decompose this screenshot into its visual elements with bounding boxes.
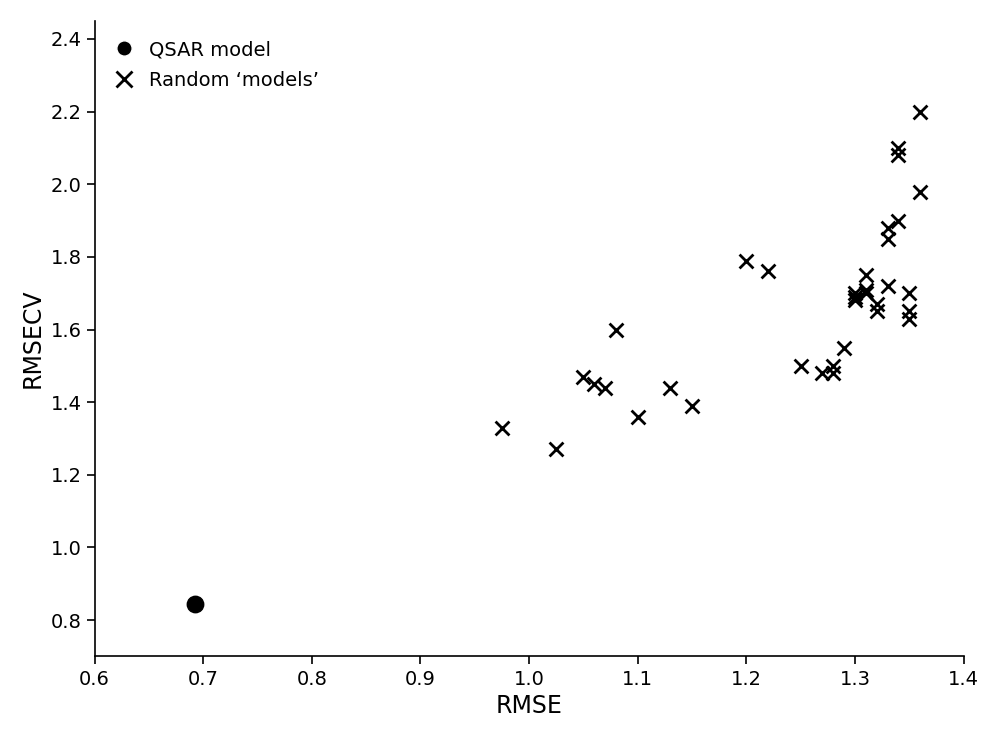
Point [901, 305, 917, 317]
Point [187, 598, 203, 610]
Point [608, 324, 624, 336]
Point [597, 382, 613, 394]
Point [912, 106, 928, 118]
Y-axis label: RMSECV: RMSECV [21, 289, 45, 389]
Point [858, 284, 874, 296]
Point [836, 342, 852, 354]
Point [880, 222, 896, 234]
X-axis label: RMSE: RMSE [496, 694, 563, 718]
Point [793, 360, 809, 372]
Point [890, 142, 906, 154]
Point [880, 280, 896, 292]
Point [494, 422, 510, 434]
Point [901, 287, 917, 299]
Point [890, 214, 906, 226]
Point [858, 287, 874, 299]
Point [630, 411, 646, 423]
Point [548, 443, 564, 455]
Point [738, 255, 754, 267]
Point [847, 287, 863, 299]
Point [869, 299, 885, 310]
Point [575, 371, 591, 383]
Point [901, 313, 917, 324]
Point [869, 305, 885, 317]
Point [825, 367, 841, 379]
Point [586, 378, 602, 390]
Point [858, 269, 874, 281]
Point [912, 185, 928, 197]
Point [847, 291, 863, 303]
Point [760, 265, 776, 277]
Point [825, 360, 841, 372]
Point [662, 382, 678, 394]
Legend: QSAR model, Random ‘models’: QSAR model, Random ‘models’ [104, 30, 329, 100]
Point [814, 367, 830, 379]
Point [890, 149, 906, 161]
Point [684, 400, 700, 412]
Point [847, 295, 863, 307]
Point [880, 233, 896, 245]
